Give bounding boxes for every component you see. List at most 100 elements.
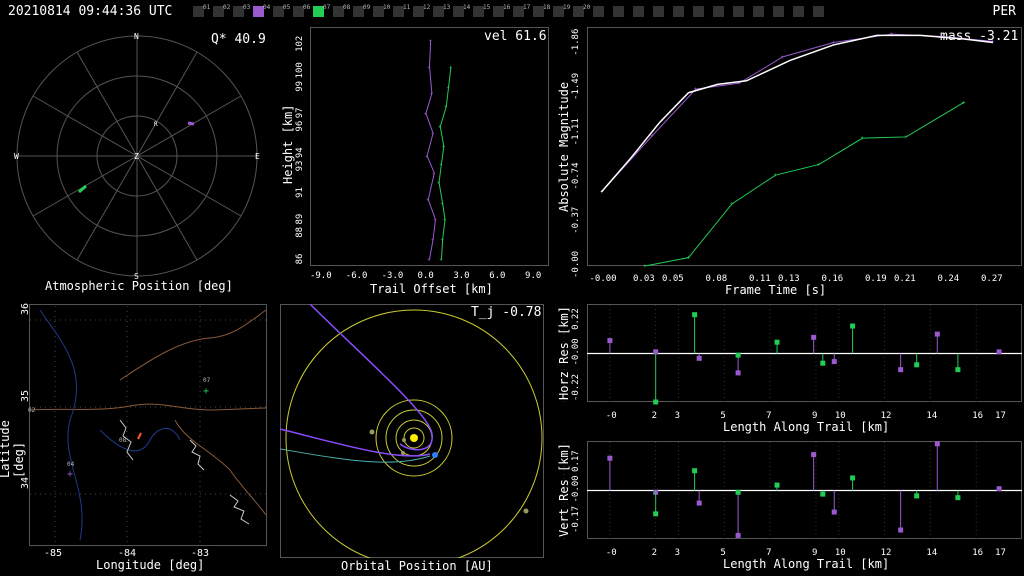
height-point-0: + [429, 38, 432, 44]
height-y-tick: 96 [295, 121, 305, 132]
res-y-tick: 0.22 [571, 308, 581, 330]
station-id-08: 08 [343, 4, 351, 11]
res-x-tick: 17 [995, 548, 1006, 558]
mag-point-0: + [694, 86, 698, 93]
height-y-tick: 86 [295, 254, 305, 265]
res-point-0 [607, 455, 613, 461]
radiant-label: R [154, 121, 158, 128]
orbit-frame [280, 304, 544, 558]
station-box-08 [333, 6, 344, 17]
res-x-tick: 9 [812, 548, 817, 558]
mag-x-tick: 0.11 [749, 274, 771, 284]
res-point-1 [653, 511, 659, 517]
station-04-label: 04 [67, 461, 75, 468]
station-box-empty-22 [633, 6, 644, 17]
orbit-caption: Orbital Position [AU] [341, 559, 493, 573]
station-07-label: 07 [203, 377, 211, 384]
station-box-11 [393, 6, 404, 17]
station-box-17 [513, 6, 524, 17]
mag-point-0: + [600, 189, 604, 196]
station-box-empty-28 [753, 6, 764, 17]
res-point-1 [820, 491, 826, 497]
mag-y-tick: -0.00 [571, 251, 581, 278]
res-point-0 [735, 532, 741, 538]
height-point-0: + [426, 198, 429, 204]
station-id-20: 20 [583, 4, 591, 11]
timestamp: 20210814 09:44:36 UTC [8, 4, 173, 19]
res-x-tick: -0 [606, 411, 617, 421]
station-box-empty-21 [613, 6, 624, 17]
station-id-16: 16 [503, 4, 511, 11]
station-box-empty-31 [813, 6, 824, 17]
res-xlabel: Length Along Trail [km] [723, 420, 889, 434]
mag-x-tick: 0.19 [865, 274, 887, 284]
mass-label: mass -3.21 [940, 29, 1018, 44]
station-04-marker: + [67, 469, 73, 480]
height-point-1: + [439, 162, 442, 168]
height-y-tick: 93 [295, 161, 305, 172]
mag-x-tick: 0.16 [822, 274, 844, 284]
height-point-1: + [438, 125, 441, 131]
height-point-0: + [430, 91, 433, 97]
res-x-tick: 16 [972, 411, 983, 421]
height-point-0: + [431, 131, 434, 137]
mag-point-1: + [774, 172, 778, 179]
height-point-0: + [433, 218, 436, 224]
east-label: E [255, 152, 260, 161]
station-id-05: 05 [283, 4, 291, 11]
mag-x-tick: -0.00 [590, 274, 617, 284]
map-frame [29, 304, 267, 546]
height-x-tick: 3.0 [453, 271, 469, 281]
res-x-tick: 10 [835, 548, 846, 558]
mag-point-1: + [904, 134, 908, 141]
mag-x-tick: 0.05 [662, 274, 684, 284]
height-y-tick: 100 [295, 62, 305, 78]
mag-point-0: + [650, 133, 654, 140]
res-x-tick: 7 [766, 548, 771, 558]
mag-x-tick: 0.24 [938, 274, 960, 284]
mag-x-tick: 0.03 [633, 274, 655, 284]
mag-point-1: + [643, 263, 647, 270]
station-id-13: 13 [443, 4, 451, 11]
height-series-line-1 [438, 66, 452, 260]
height-point-1: + [441, 202, 444, 208]
station-box-empty-23 [653, 6, 664, 17]
res-point-1 [850, 475, 856, 481]
station-box-empty-24 [673, 6, 684, 17]
station-id-14: 14 [463, 4, 471, 11]
mag-point-0: + [781, 54, 785, 61]
height-point-0: + [432, 171, 435, 177]
station-box-12 [413, 6, 424, 17]
res-ylabel: Horz Res [km] [557, 306, 571, 400]
res-x-tick: 7 [766, 411, 771, 421]
station-id-03: 03 [243, 4, 251, 11]
res-point-0 [996, 349, 1002, 355]
atmospheric-position-caption: Atmospheric Position [deg] [45, 279, 233, 293]
res-point-1 [735, 489, 741, 495]
station-box-07 [313, 6, 324, 17]
res-point-1 [850, 323, 856, 329]
res-point-0 [831, 359, 837, 365]
res-point-0 [934, 441, 940, 447]
res-x-tick: 12 [881, 411, 892, 421]
height-x-tick: 6.0 [489, 271, 505, 281]
velocity-label: vel 61.6 [484, 29, 547, 44]
height-y-tick: 88 [295, 227, 305, 238]
res-point-0 [898, 367, 904, 373]
res-x-tick: 2 [652, 548, 657, 558]
height-point-1: + [439, 257, 442, 263]
station-id-01: 01 [203, 4, 211, 11]
res-x-tick: 3 [675, 411, 680, 421]
height-y-tick: 97 [295, 107, 305, 118]
mag-point-1: + [962, 99, 966, 106]
map-ylabel: Latitude [deg] [0, 420, 26, 478]
res-point-1 [692, 312, 698, 318]
res-x-tick: 17 [995, 411, 1006, 421]
station-box-empty-30 [793, 6, 804, 17]
mag-x-tick: 0.08 [706, 274, 728, 284]
height-xlabel: Trail Offset [km] [370, 282, 493, 296]
mag-y-tick: -0.74 [571, 162, 581, 189]
station-box-01 [193, 6, 204, 17]
mag-point-1: + [730, 201, 734, 208]
res-x-tick: 5 [720, 411, 725, 421]
